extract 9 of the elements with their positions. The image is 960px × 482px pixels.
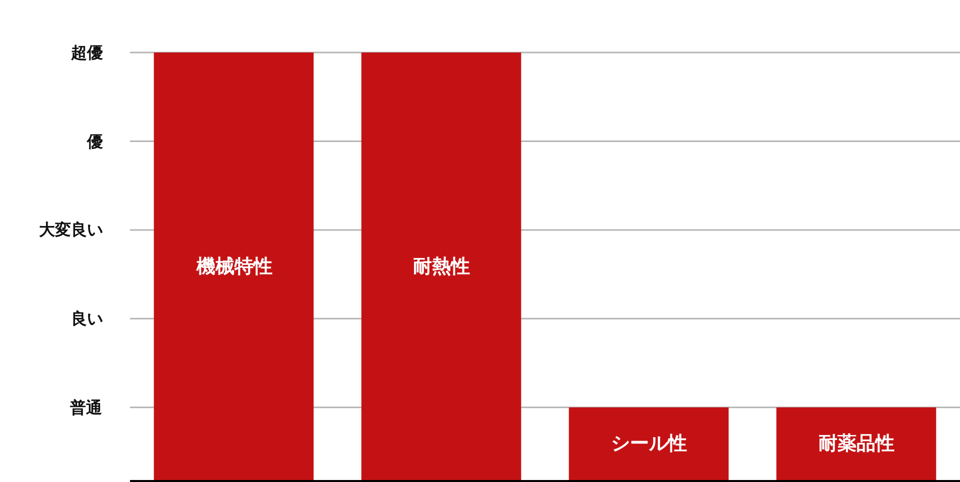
text: 大変良い <box>39 220 103 239</box>
text: 普通 <box>69 398 103 417</box>
x-tick-label: 耐熱性 <box>412 255 470 278</box>
x-tick-label: 耐薬品性 <box>818 432 894 455</box>
x-tick-label: 機械特性 <box>195 255 272 278</box>
text: 超優 <box>70 43 103 62</box>
text: 良い <box>71 309 103 328</box>
text: 優 <box>86 132 103 151</box>
x-tick-label: シール性 <box>610 432 687 455</box>
